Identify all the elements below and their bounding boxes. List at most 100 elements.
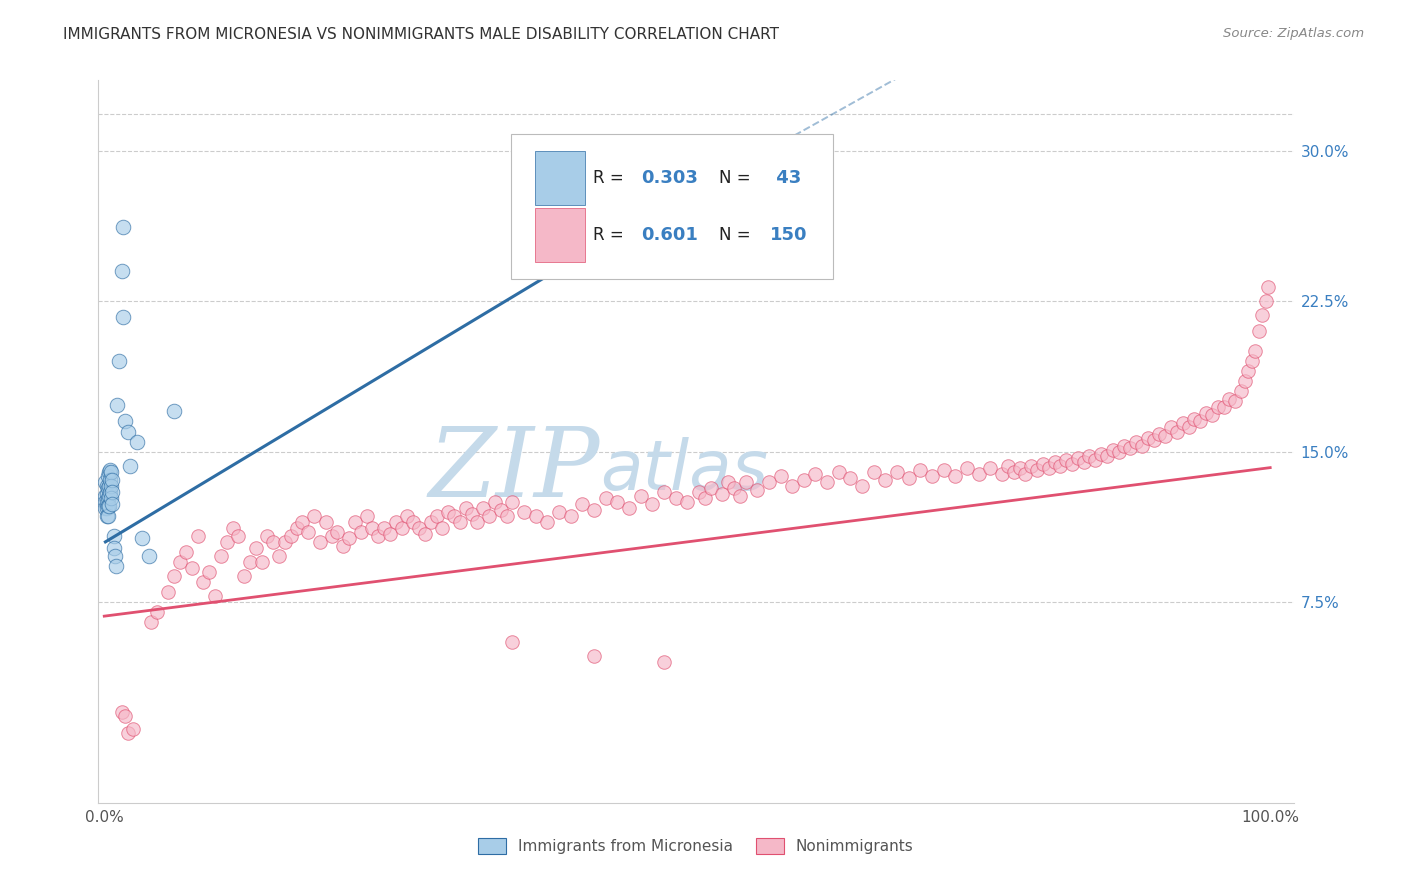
Point	[1237, 364, 1260, 378]
Point	[356, 508, 378, 523]
Point	[1254, 294, 1277, 309]
Point	[114, 414, 136, 429]
Point	[396, 508, 419, 523]
Point	[758, 475, 780, 489]
Point	[1125, 434, 1147, 449]
Point	[437, 505, 460, 519]
Point	[945, 468, 967, 483]
Point	[897, 471, 920, 485]
Point	[699, 481, 721, 495]
Point	[804, 467, 827, 481]
Point	[100, 465, 122, 479]
Point	[94, 500, 117, 515]
Point	[1038, 460, 1060, 475]
Point	[163, 569, 186, 583]
Text: 43: 43	[770, 169, 801, 187]
Point	[367, 529, 389, 543]
Point	[1108, 444, 1130, 458]
Point	[606, 494, 628, 508]
Point	[571, 497, 593, 511]
Point	[97, 479, 120, 493]
Point	[169, 555, 191, 569]
Point	[467, 515, 489, 529]
Point	[1119, 441, 1142, 455]
Point	[1225, 394, 1247, 409]
Point	[269, 549, 291, 563]
Point	[274, 535, 297, 549]
Point	[97, 499, 120, 513]
Point	[1240, 354, 1263, 368]
Point	[967, 467, 990, 481]
Point	[98, 473, 121, 487]
Point	[114, 709, 136, 723]
Point	[1019, 458, 1042, 473]
Point	[97, 508, 120, 523]
Point	[103, 541, 125, 555]
Point	[104, 558, 127, 574]
Point	[315, 515, 337, 529]
Point	[676, 494, 699, 508]
Point	[1095, 449, 1118, 463]
Point	[793, 473, 815, 487]
Point	[250, 555, 273, 569]
Point	[1230, 384, 1253, 399]
Point	[96, 487, 118, 501]
Point	[145, 605, 167, 619]
Point	[221, 521, 243, 535]
Point	[101, 497, 124, 511]
Point	[886, 465, 908, 479]
Point	[413, 526, 436, 541]
Point	[1002, 465, 1025, 479]
Point	[815, 475, 838, 489]
Point	[326, 524, 349, 539]
Point	[105, 399, 128, 413]
Point	[1206, 401, 1229, 415]
Point	[1060, 457, 1083, 471]
Point	[1149, 426, 1171, 441]
Point	[103, 529, 125, 543]
Point	[921, 468, 943, 483]
Point	[97, 491, 120, 505]
Point	[460, 507, 482, 521]
Point	[478, 508, 501, 523]
Point	[100, 491, 122, 505]
Point	[769, 468, 792, 483]
Text: 150: 150	[770, 227, 807, 244]
Point	[991, 467, 1014, 481]
Point	[280, 529, 302, 543]
Point	[641, 497, 664, 511]
Text: IMMIGRANTS FROM MICRONESIA VS NONIMMIGRANTS MALE DISABILITY CORRELATION CHART: IMMIGRANTS FROM MICRONESIA VS NONIMMIGRA…	[63, 27, 779, 42]
Point	[1166, 425, 1188, 439]
Point	[652, 655, 675, 669]
Point	[163, 404, 186, 418]
Point	[1090, 447, 1112, 461]
Point	[1067, 450, 1090, 465]
Point	[98, 462, 121, 476]
Text: N =: N =	[718, 169, 755, 187]
Point	[337, 531, 360, 545]
Point	[484, 494, 506, 508]
Point	[111, 310, 134, 325]
Point	[139, 615, 162, 630]
Point	[1008, 460, 1031, 475]
Text: Source: ZipAtlas.com: Source: ZipAtlas.com	[1223, 27, 1364, 40]
Point	[101, 484, 124, 499]
Point	[111, 264, 134, 278]
Point	[97, 481, 120, 495]
Point	[454, 500, 477, 515]
Point	[204, 589, 226, 603]
Point	[425, 508, 447, 523]
Point	[1084, 452, 1107, 467]
Point	[548, 505, 571, 519]
Point	[291, 515, 314, 529]
Point	[1032, 457, 1054, 471]
Point	[98, 484, 121, 499]
Point	[1114, 439, 1136, 453]
Point	[997, 458, 1019, 473]
Point	[1247, 324, 1270, 338]
Point	[828, 465, 851, 479]
Point	[228, 529, 250, 543]
Point	[245, 541, 267, 555]
Point	[432, 521, 454, 535]
Point	[1201, 409, 1223, 423]
